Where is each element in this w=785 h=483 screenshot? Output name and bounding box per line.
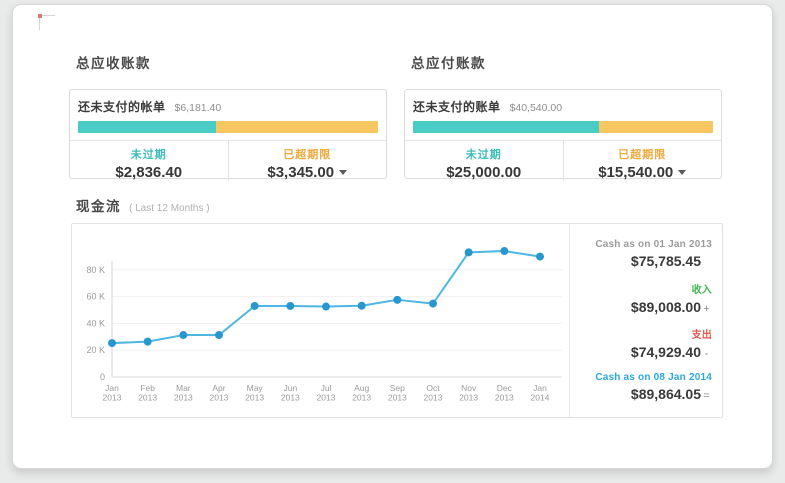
closing-op: =: [703, 389, 710, 402]
summary-closing: Cash as on 08 Jan 2014 $89,864.05 =: [570, 372, 712, 404]
payables-progress-current: [413, 121, 599, 133]
cashflow-header: 现金流 ( Last 12 Months ): [76, 195, 210, 215]
receivables-current-cell: 未过期 $2,836.40: [70, 141, 228, 181]
receivables-current-label: 未过期: [130, 149, 167, 161]
chart-point-Sep-2013[interactable]: [393, 295, 402, 304]
receivables-progress-bar: [78, 121, 378, 133]
chart-point-Jul-2013[interactable]: [322, 302, 330, 311]
payables-current-label: 未过期: [465, 149, 502, 161]
receivables-progress-overdue: [216, 121, 378, 133]
chart-point-Jun-2013[interactable]: [286, 301, 295, 310]
receivables-unpaid-label: 还未支付的帐单: [78, 100, 166, 114]
payables-current-amount: $25,000.00: [446, 164, 522, 181]
payables-overdue-cell[interactable]: 已超期限 $15,540.00: [562, 141, 722, 181]
payables-overdue-amount[interactable]: $15,540.00: [564, 164, 722, 181]
chart-point-Mar-2013[interactable]: [179, 331, 188, 340]
chart-point-Oct-2013[interactable]: [429, 299, 437, 308]
receivables-title: 总应收账款: [76, 56, 151, 71]
payables-progress-bar: [413, 121, 713, 133]
incoming-amount: $89,008.00: [630, 298, 701, 315]
cashflow-chart-area: 0 20 K 40 K 60 K 80 K Jan 2013 Feb 2013 Mar 2013 Ap…: [72, 224, 569, 417]
receivables-overdue-label: 已超期限: [283, 149, 332, 161]
receivables-unpaid-amount: $6,181.40: [174, 102, 222, 114]
summary-opening: Cash as on 01 Jan 2013 $75,785.45: [570, 239, 712, 271]
payables-overdue-label: 已超期限: [618, 149, 667, 161]
incoming-label: 收入: [691, 284, 712, 296]
cashflow-chart: 0 20 K 40 K 60 K 80 K Jan 2013 Feb 2013 Mar 2013 Ap…: [86, 247, 562, 403]
svg-text:60 K: 60 K: [86, 292, 105, 302]
chevron-down-icon[interactable]: [678, 170, 687, 175]
payables-unpaid-amount: $40,540.00: [509, 102, 563, 114]
cashflow-summary: Cash as on 01 Jan 2013 $75,785.45 收入 $89…: [569, 224, 722, 417]
payables-title: 总应付账款: [411, 56, 486, 71]
svg-text:40 K: 40 K: [86, 318, 105, 328]
receivables-current-amount: $2,836.40: [115, 164, 183, 181]
opening-amount: $75,785.45: [630, 253, 701, 269]
closing-amount: $89,864.05: [630, 385, 701, 402]
svg-text:80 K: 80 K: [86, 265, 105, 275]
receivables-overdue-cell[interactable]: 已超期限 $3,345.00: [227, 141, 387, 181]
payables-unpaid-label: 还未支付的账单: [413, 100, 501, 114]
receivables-progress-current: [78, 121, 216, 133]
receivables-card: 还未支付的帐单 $6,181.40 未过期 $2,836.40 已超期限 $3,…: [69, 89, 387, 181]
chart-point-Jan-2013[interactable]: [108, 339, 116, 348]
cashflow-subtitle: ( Last 12 Months ): [129, 203, 210, 214]
opening-label: Cash as on 01 Jan 2013: [595, 239, 712, 250]
chart-point-May-2013[interactable]: [250, 301, 259, 310]
outgoing-amount: $74,929.40: [630, 344, 701, 361]
cashflow-card: 0 20 K 40 K 60 K 80 K Jan 2013 Feb 2013 Mar 2013 Ap…: [71, 223, 723, 418]
payables-card: 还未支付的账单 $40,540.00 未过期 $25,000.00 已超期限 $…: [404, 89, 722, 181]
chart-point-Dec-2013[interactable]: [500, 247, 509, 256]
incoming-op: +: [703, 302, 710, 315]
payables-current-cell: 未过期 $25,000.00: [405, 141, 563, 181]
closing-label: Cash as on 08 Jan 2014: [595, 371, 712, 383]
chart-point-Jan-2014[interactable]: [536, 252, 544, 261]
dashboard-panel: 总应收账款 还未支付的帐单 $6,181.40 未过期 $2,836.40 已超…: [12, 4, 773, 469]
svg-text:0: 0: [100, 372, 105, 382]
chart-point-Nov-2013[interactable]: [464, 248, 473, 257]
outgoing-label: 支出: [691, 330, 712, 342]
broken-image-icon: [38, 14, 55, 30]
receivables-overdue-amount-text: $3,345.00: [267, 164, 335, 181]
receivables-overdue-amount[interactable]: $3,345.00: [229, 164, 387, 181]
chevron-down-icon[interactable]: [339, 170, 348, 175]
summary-outgoing: 支出 $74,929.40-: [570, 326, 712, 362]
chart-point-Feb-2013[interactable]: [143, 337, 152, 346]
chart-point-Aug-2013[interactable]: [357, 301, 366, 310]
payables-progress-overdue: [599, 121, 713, 133]
summary-incoming: 收入 $89,008.00 +: [570, 281, 712, 317]
cashflow-title: 现金流: [76, 199, 121, 214]
svg-text:20 K: 20 K: [86, 345, 105, 355]
chart-point-Apr-2013[interactable]: [215, 331, 223, 340]
outgoing-op: -: [704, 348, 709, 361]
payables-overdue-amount-text: $15,540.00: [598, 164, 674, 181]
